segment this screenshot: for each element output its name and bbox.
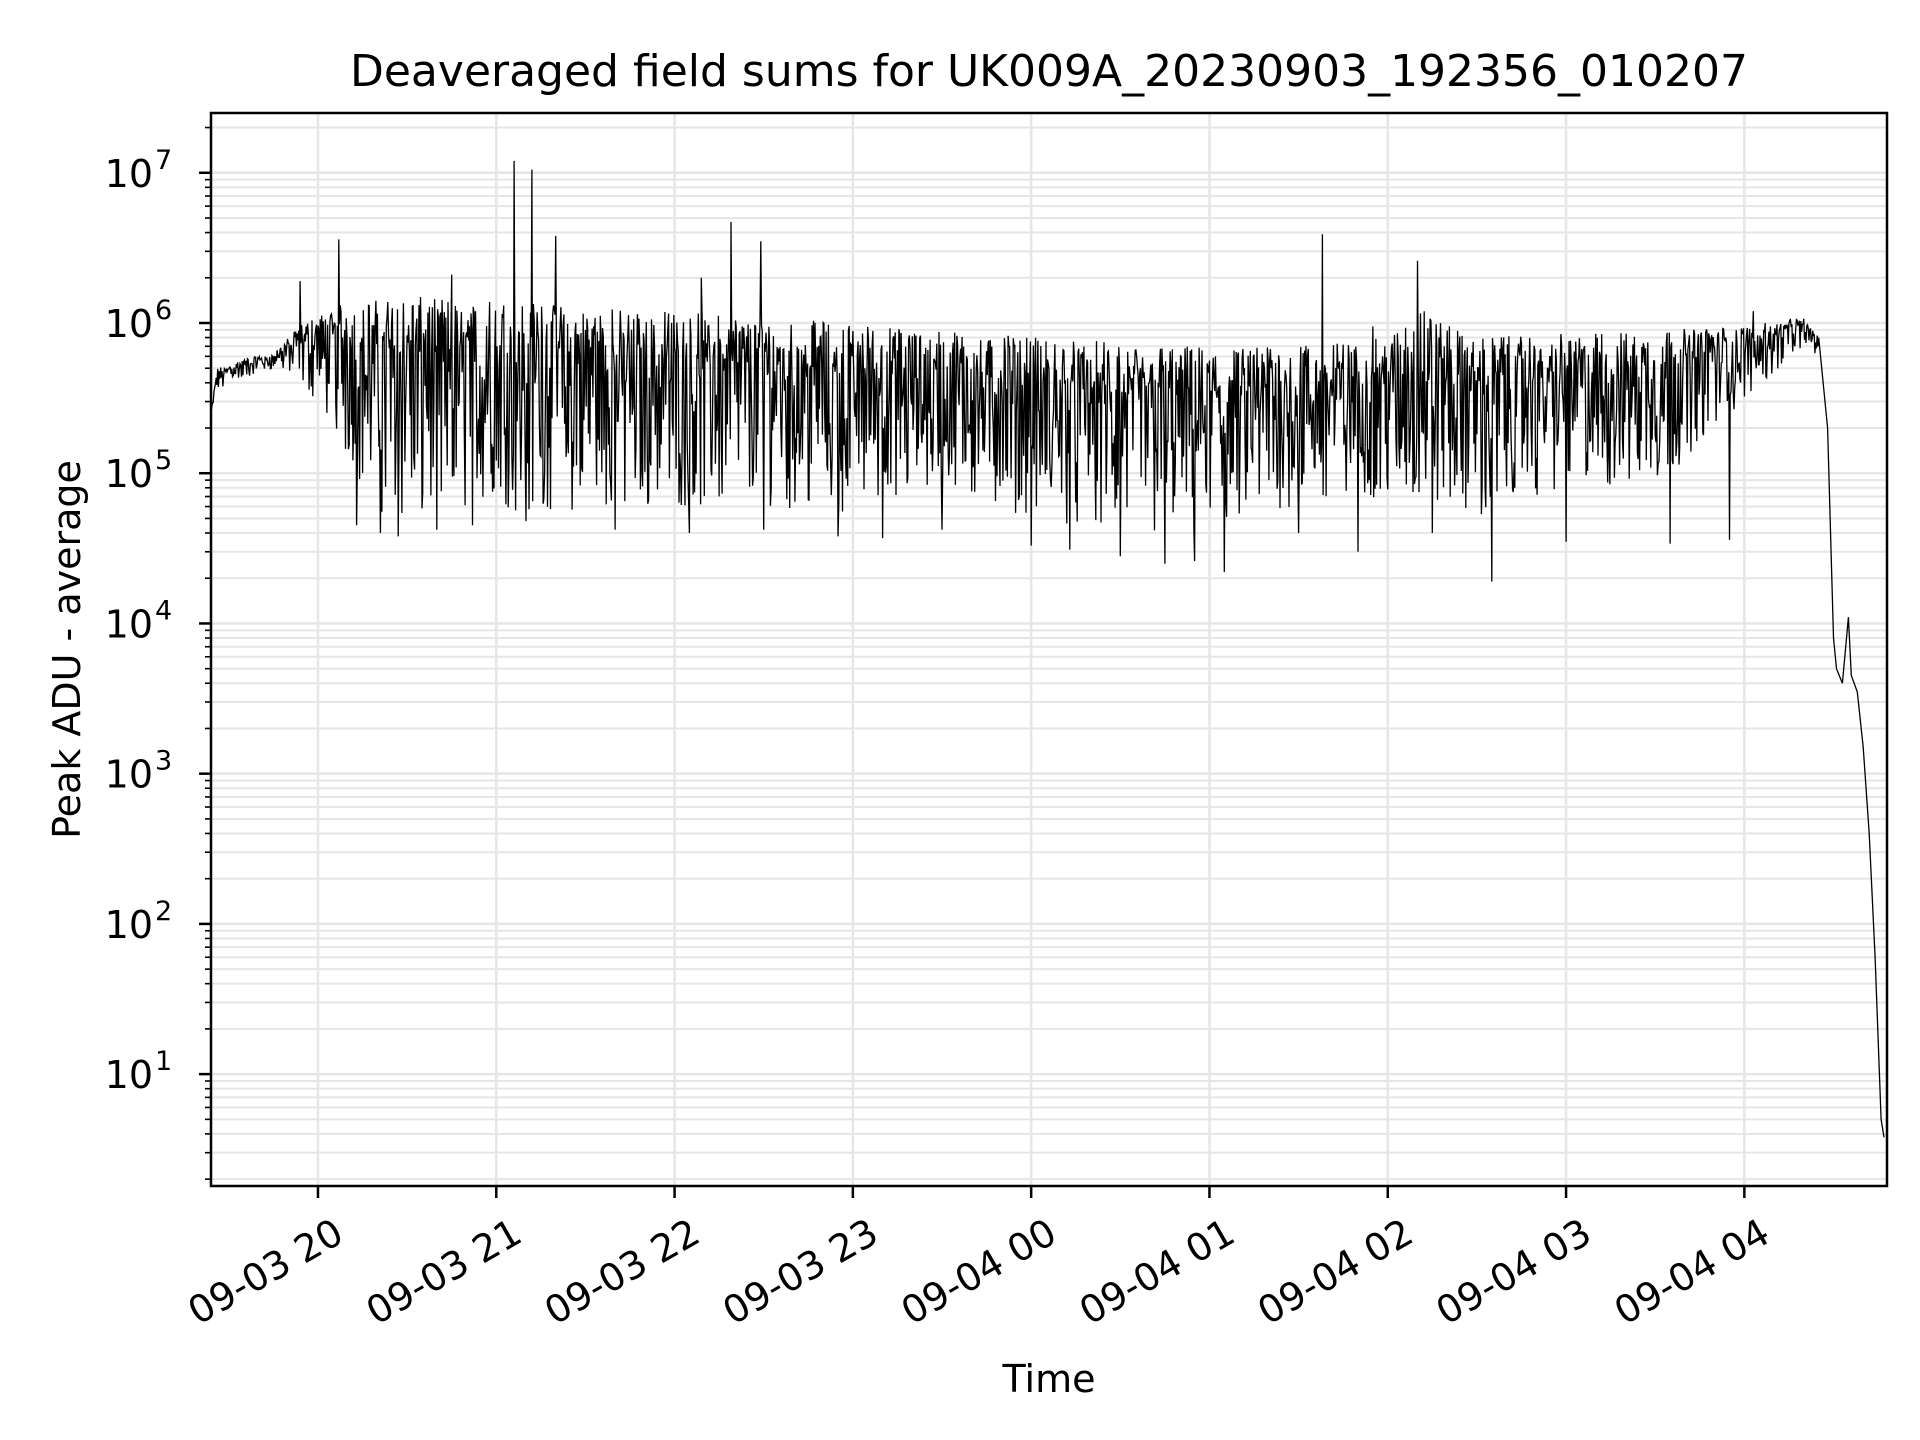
y-tick-label: 10 7 bbox=[105, 145, 173, 196]
y-tick-label: 10 5 bbox=[105, 445, 173, 496]
y-tick-label-exponent: 4 bbox=[155, 595, 172, 626]
x-axis-label: Time bbox=[1002, 1357, 1096, 1401]
y-tick-label-base: 10 bbox=[105, 152, 153, 196]
y-tick-label-base: 10 bbox=[105, 452, 153, 496]
y-tick-label-exponent: 3 bbox=[155, 746, 172, 777]
y-tick-label-base: 10 bbox=[105, 903, 153, 947]
chart-title: Deaveraged field sums for UK009A_2023090… bbox=[350, 46, 1748, 97]
plot-frame bbox=[209, 111, 1889, 1188]
y-tick-label: 10 2 bbox=[105, 896, 173, 947]
y-tick-label-base: 10 bbox=[105, 602, 153, 646]
y-tick-label: 10 4 bbox=[105, 595, 173, 646]
y-tick-label: 10 6 bbox=[105, 295, 173, 346]
y-tick-label-exponent: 2 bbox=[155, 896, 172, 927]
y-axis-label: Peak ADU - average bbox=[45, 460, 89, 839]
y-tick-label-base: 10 bbox=[105, 1053, 153, 1097]
y-tick-label-base: 10 bbox=[105, 753, 153, 797]
y-tick-label-exponent: 5 bbox=[155, 445, 172, 476]
y-tick-label: 10 1 bbox=[105, 1046, 173, 1097]
y-tick-label-exponent: 6 bbox=[155, 295, 172, 326]
y-tick-label: 10 3 bbox=[105, 746, 173, 797]
series-layer bbox=[211, 160, 1885, 1138]
series-line bbox=[211, 160, 1885, 1138]
y-tick-label-exponent: 7 bbox=[155, 145, 172, 176]
y-tick-label-base: 10 bbox=[105, 302, 153, 346]
y-tick-label-exponent: 1 bbox=[155, 1046, 172, 1077]
